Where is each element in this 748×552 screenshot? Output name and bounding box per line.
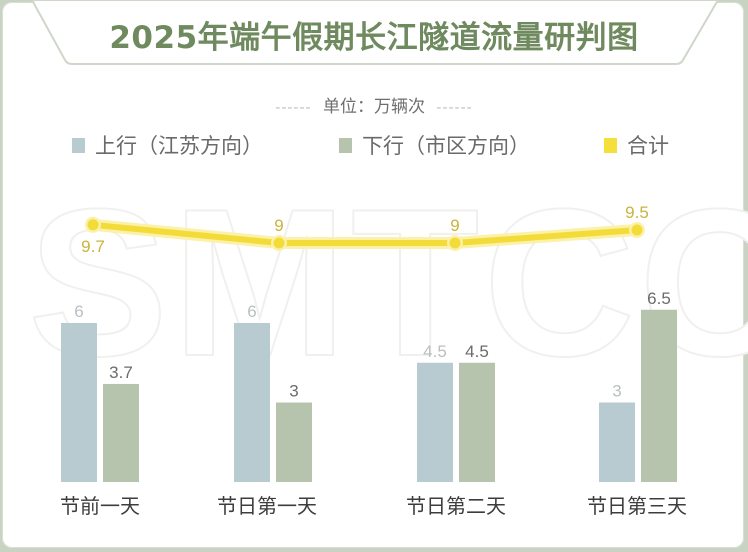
bar-down-value: 3 xyxy=(289,382,298,401)
legend-swatch-up-icon xyxy=(72,137,85,153)
unit-label-row: ------ 单位：万辆次 ------ xyxy=(0,92,748,117)
legend-label-total: 合计 xyxy=(627,134,669,158)
dash-left: ------ xyxy=(275,100,312,116)
dash-right: ------ xyxy=(436,100,473,116)
bar-down xyxy=(103,383,139,482)
total-point xyxy=(273,237,285,249)
bar-down-value: 6.5 xyxy=(647,289,671,308)
legend-label-up: 上行（江苏方向） xyxy=(95,134,263,158)
total-value: 9.7 xyxy=(81,237,105,256)
legend: 上行（江苏方向） 下行（市区方向） 合计 xyxy=(0,130,748,160)
legend-swatch-down-icon xyxy=(339,137,352,153)
watermark-text: SMTCC xyxy=(27,165,748,400)
bar-up-value: 6 xyxy=(74,302,83,321)
bar-up xyxy=(599,402,635,482)
unit-label: 单位：万辆次 xyxy=(323,97,425,117)
total-point xyxy=(449,237,461,249)
title-banner xyxy=(30,0,720,65)
bar-up-value: 4.5 xyxy=(423,342,447,361)
bar-up-value: 3 xyxy=(612,382,621,401)
bar-up xyxy=(61,323,97,482)
total-value: 9.5 xyxy=(625,203,649,222)
x-axis-label: 节日第一天 xyxy=(217,494,317,518)
total-value: 9 xyxy=(274,216,283,235)
bar-up xyxy=(417,362,453,482)
bar-down xyxy=(641,309,677,482)
total-line xyxy=(90,221,640,246)
bar-down-value: 4.5 xyxy=(465,342,489,361)
x-axis-label: 节前一天 xyxy=(60,494,140,518)
total-point xyxy=(87,219,99,231)
legend-item-up: 上行（江苏方向） xyxy=(72,130,263,160)
legend-swatch-total-icon xyxy=(604,137,617,153)
chart-title: 2025年端午假期长江隧道流量研判图 xyxy=(109,20,639,56)
bar-up-value: 6 xyxy=(247,302,256,321)
bar-up xyxy=(234,323,270,482)
bar-down xyxy=(276,402,312,482)
total-point xyxy=(631,224,643,236)
x-axis-label: 节日第二天 xyxy=(406,494,506,518)
x-axis-label: 节日第三天 xyxy=(587,494,687,518)
legend-label-down: 下行（市区方向） xyxy=(362,134,530,158)
total-value: 9 xyxy=(450,216,459,235)
legend-item-down: 下行（市区方向） xyxy=(339,130,530,160)
bar-down-value: 3.7 xyxy=(109,363,133,382)
legend-item-total: 合计 xyxy=(604,130,669,160)
bar-down xyxy=(459,362,495,482)
